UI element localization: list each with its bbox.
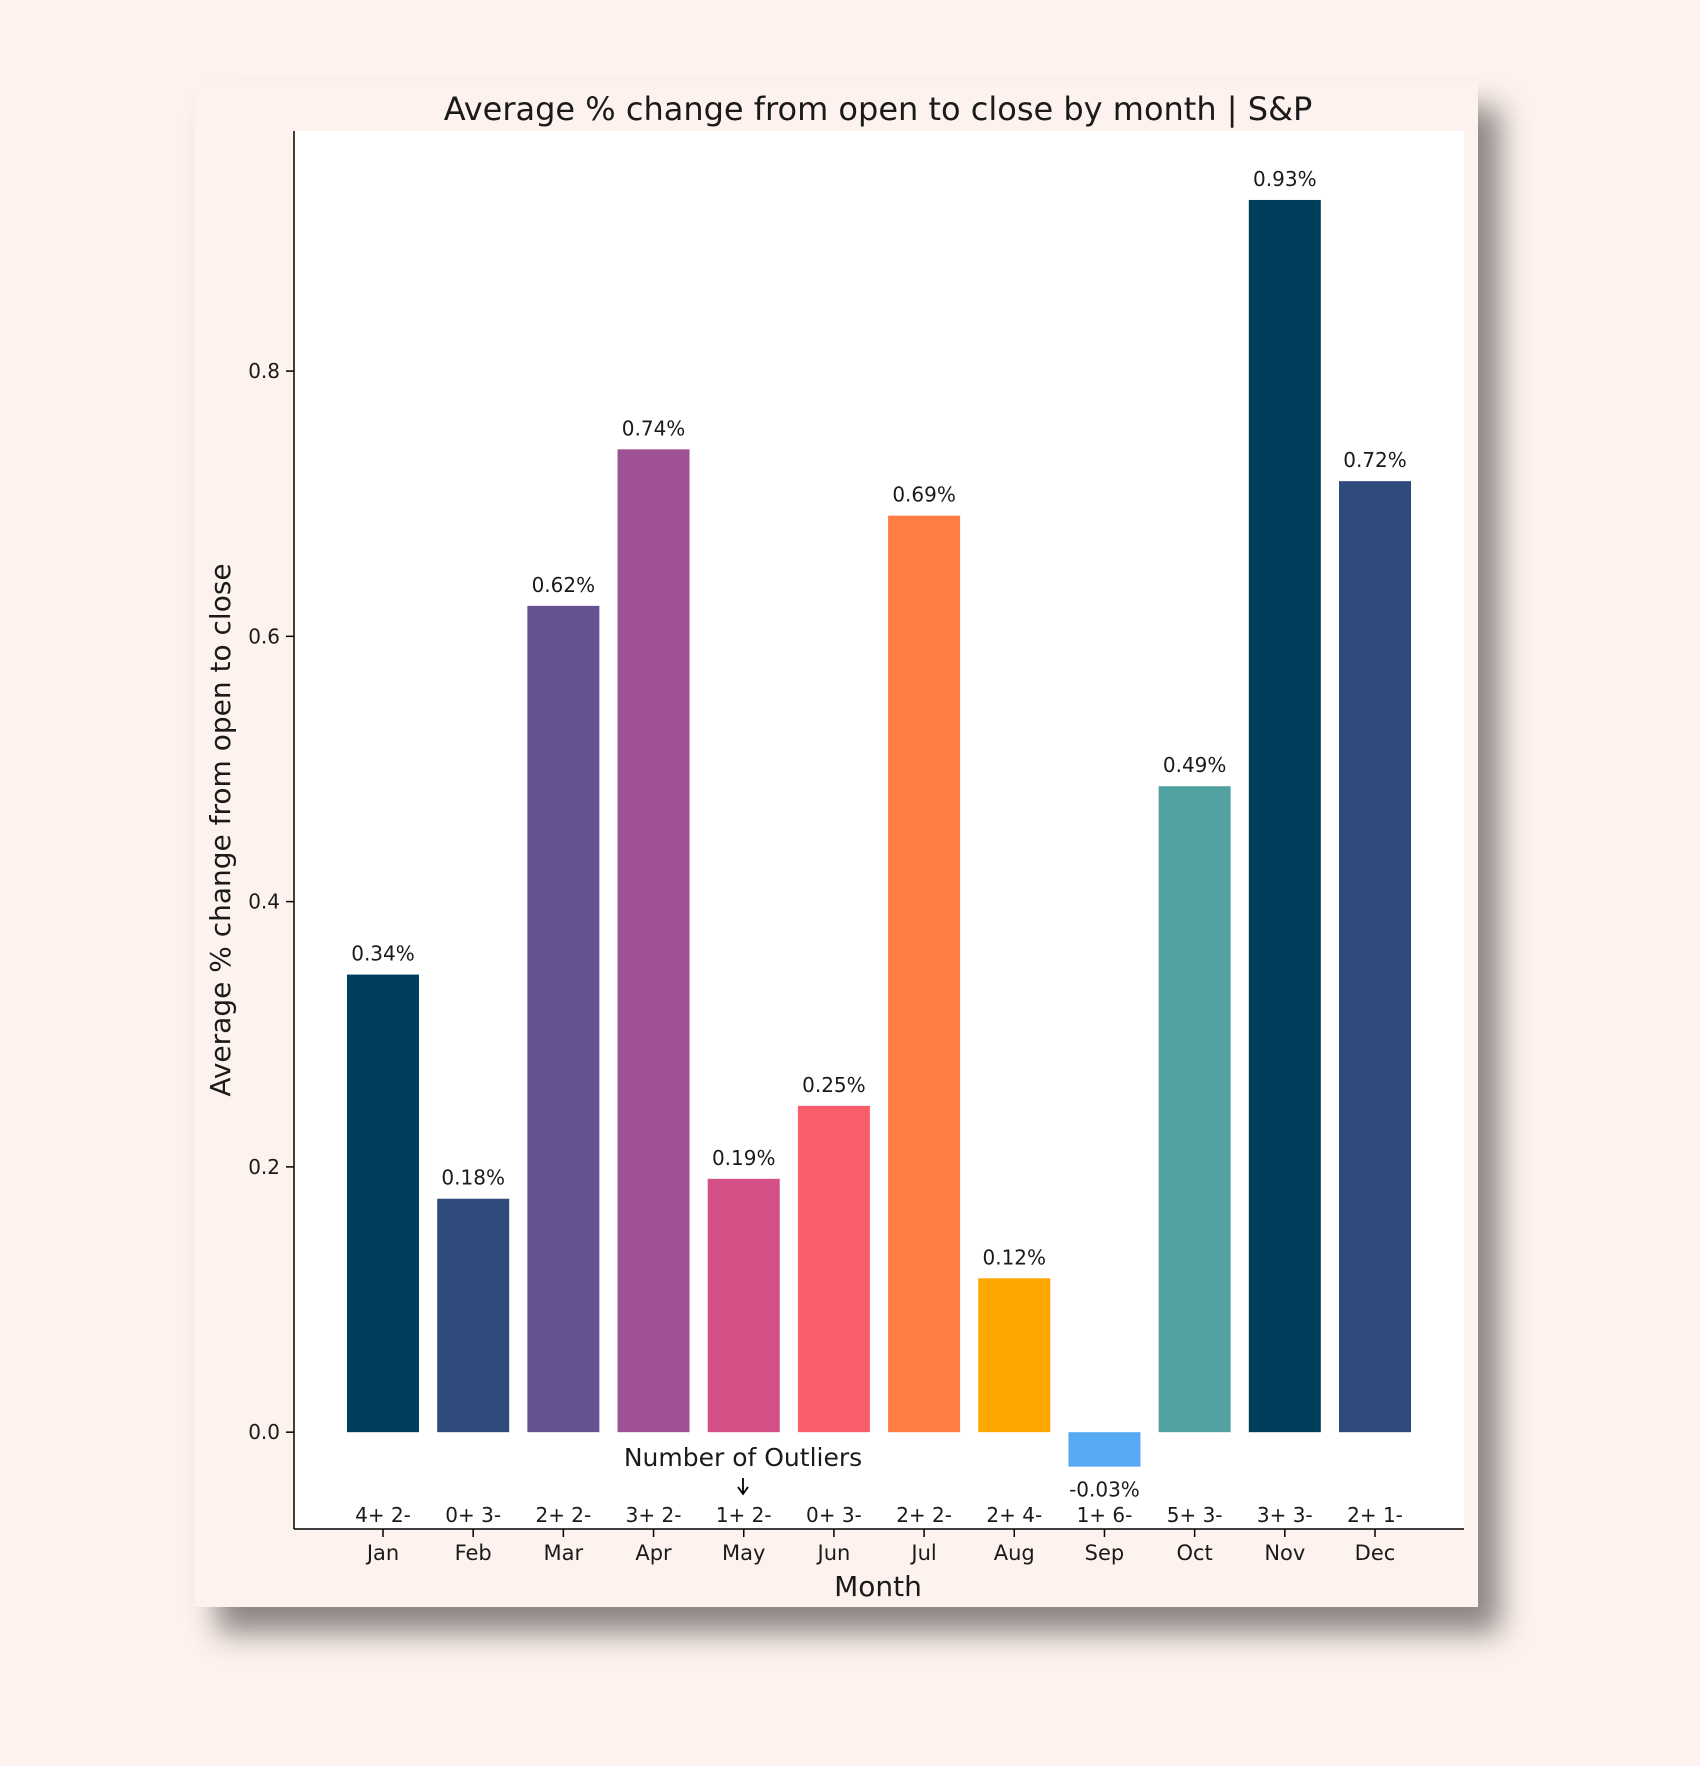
value-label: 0.12% — [982, 1245, 1046, 1269]
outlier-count-label: 2+ 2- — [535, 1503, 591, 1527]
y-tick-label: 0.6 — [248, 624, 280, 648]
y-tick-label: 0.2 — [248, 1155, 280, 1179]
outlier-count-label: 0+ 3- — [445, 1503, 501, 1527]
outlier-count-label: 2+ 2- — [896, 1503, 952, 1527]
y-tick-label: 0.0 — [248, 1420, 280, 1444]
bar-mar — [527, 605, 600, 1433]
value-label: 0.19% — [712, 1146, 776, 1170]
y-tick-label: 0.8 — [248, 359, 280, 383]
x-tick-label: Feb — [455, 1541, 492, 1565]
outlier-count-label: 1+ 2- — [716, 1503, 772, 1527]
x-tick-label: Mar — [544, 1541, 584, 1565]
outlier-count-label: 0+ 3- — [806, 1503, 862, 1527]
bar-dec — [1339, 481, 1411, 1433]
outlier-arrow — [737, 1478, 749, 1496]
value-label: 0.49% — [1163, 753, 1227, 777]
value-label: 0.18% — [441, 1166, 505, 1190]
bar-sep — [1068, 1432, 1141, 1467]
x-tick-label: May — [722, 1541, 765, 1565]
bar-aug — [978, 1278, 1051, 1433]
outlier-count-label: 5+ 3- — [1167, 1503, 1223, 1527]
value-label: 0.72% — [1343, 448, 1407, 472]
y-ticks: 0.0 0.2 0.4 0.6 0.8 — [248, 359, 294, 1444]
bar-jul — [888, 515, 961, 1433]
x-tick-label: Apr — [635, 1541, 672, 1565]
outlier-count-label: 3+ 2- — [626, 1503, 682, 1527]
x-tick-label: Aug — [994, 1541, 1035, 1565]
outlier-annotation: Number of Outliers — [624, 1443, 862, 1472]
value-label: 0.93% — [1253, 167, 1317, 191]
x-tick-label: Oct — [1176, 1541, 1212, 1565]
outlier-count-label: 4+ 2- — [355, 1503, 411, 1527]
y-axis-label: Average % change from open to close — [204, 563, 237, 1096]
value-labels: 0.34% 0.18% 0.62% 0.74% 0.19% 0.25% 0.69% 0.12%… — [351, 167, 1407, 1502]
value-label: 0.74% — [622, 416, 686, 440]
outlier-count-label: 2+ 1- — [1347, 1503, 1403, 1527]
chart-title: Average % change from open to close by m… — [444, 90, 1313, 128]
outlier-count-label: 2+ 4- — [986, 1503, 1042, 1527]
value-label: -0.03% — [1069, 1478, 1140, 1502]
x-axis-label: Month — [834, 1570, 922, 1603]
x-tick-label: Sep — [1085, 1541, 1125, 1565]
x-tick-label: Nov — [1264, 1541, 1305, 1565]
bar-apr — [617, 449, 690, 1433]
value-label: 0.34% — [351, 942, 415, 966]
value-label: 0.62% — [532, 573, 596, 597]
bar-feb — [437, 1198, 510, 1433]
x-tick-label: Jul — [909, 1541, 936, 1565]
outlier-count-label: 1+ 6- — [1077, 1503, 1133, 1527]
x-tick-label: Jan — [365, 1541, 399, 1565]
outlier-labels: 4+ 2- 0+ 3- 2+ 2- 3+ 2- 1+ 2- 0+ 3- 2+ 2- 2+ 4-… — [355, 1503, 1403, 1527]
bar-nov — [1248, 199, 1321, 1433]
bar-jan — [347, 974, 419, 1433]
y-tick-label: 0.4 — [248, 890, 280, 914]
bar-may — [707, 1178, 780, 1433]
bar-oct — [1158, 786, 1231, 1433]
value-label: 0.25% — [802, 1073, 866, 1097]
x-ticks: Jan Feb Mar Apr May Jun Jul Aug Sep Oct Nov Dec — [365, 1529, 1396, 1565]
x-tick-label: Jun — [816, 1541, 851, 1565]
outlier-count-label: 3+ 3- — [1257, 1503, 1313, 1527]
value-label: 0.69% — [892, 483, 956, 507]
bars — [347, 199, 1411, 1467]
x-tick-label: Dec — [1355, 1541, 1396, 1565]
bar-jun — [797, 1105, 870, 1433]
